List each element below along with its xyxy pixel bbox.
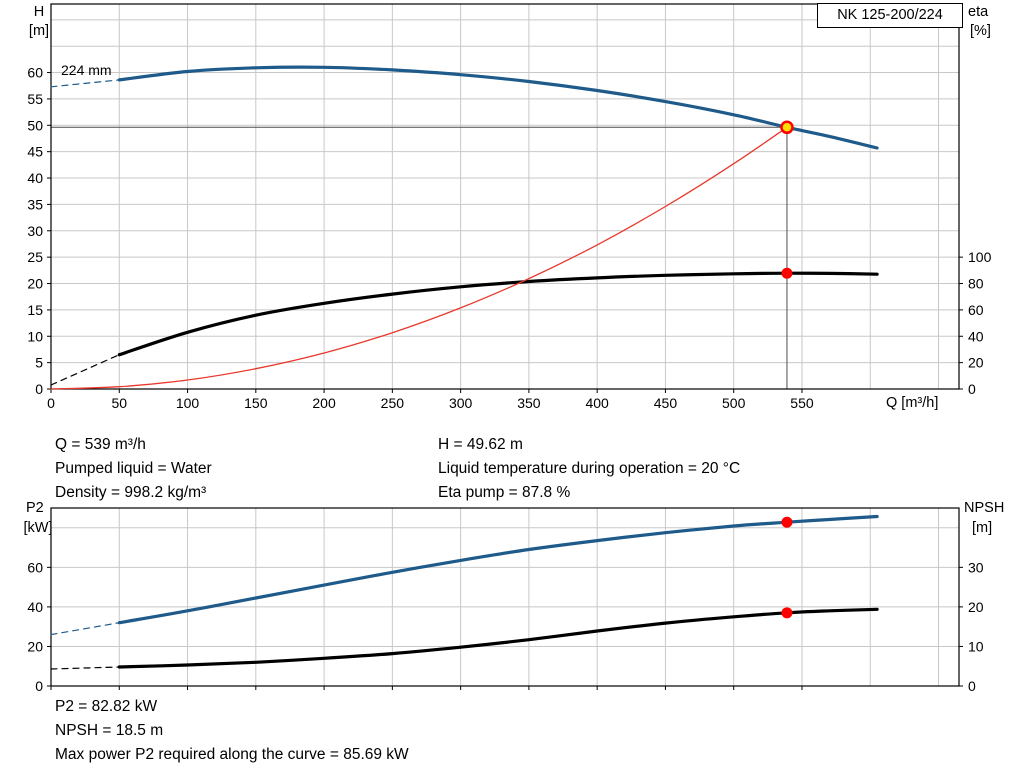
x-tick-label: 500 <box>722 395 746 411</box>
head-capacity-chart: 0 5 10 15 20 25 30 35 40 45 50 55 60 0 20 40 60 80 100 0 50 1… <box>27 3 992 411</box>
p2-axis-unit: [kW] <box>23 520 53 536</box>
power-npsh-chart: 0 20 40 60 0 10 20 30 <box>27 507 984 694</box>
npsh-curve-dashed-extension <box>50 666 120 670</box>
y-left-tick-label: 45 <box>27 144 43 160</box>
y-right-tick-label: 0 <box>968 381 976 397</box>
duty-point-marker <box>780 120 794 135</box>
p2-curve-dashed-extension <box>50 622 120 636</box>
y-right-tick-label: 30 <box>968 559 984 575</box>
npsh-axis-label: NPSH <box>964 500 1005 516</box>
p2-point-marker <box>781 516 793 528</box>
x-tick-label: 300 <box>449 395 473 411</box>
y-right-tick-label: 60 <box>968 302 984 318</box>
x-tick-label: 400 <box>585 395 609 411</box>
y-left-tick-label: 35 <box>27 196 43 212</box>
plot-border <box>50 3 960 390</box>
p2-axis-label: P2 <box>26 500 44 516</box>
y-right-tick-label: 10 <box>968 638 984 654</box>
y-left-tick-label: 10 <box>27 328 43 344</box>
info-npsh: NPSH = 18.5 m <box>55 722 164 739</box>
y-left-tick-label: 60 <box>27 65 43 81</box>
impeller-diameter-label: 224 mm <box>61 62 112 78</box>
x-tick-label: 250 <box>381 395 405 411</box>
y-left-tick-label: 30 <box>27 223 43 239</box>
y-left-tick-label: 40 <box>27 599 43 615</box>
info-pumped-liquid: Pumped liquid = Water <box>55 460 212 477</box>
head-curve-224mm <box>117 65 879 150</box>
h-axis-unit: [m] <box>28 23 50 39</box>
y-left-tick-label: 40 <box>27 170 43 186</box>
info-density: Density = 998.2 kg/m³ <box>55 484 207 501</box>
y-left-tick-label: 0 <box>35 381 43 397</box>
npsh-point-marker <box>781 607 793 619</box>
y-right-tick-label: 80 <box>968 276 984 292</box>
info-max-power: Max power P2 required along the curve = … <box>55 746 409 763</box>
y-left-tick-label: 55 <box>27 91 43 107</box>
info-eta-pump: Eta pump = 87.8 % <box>438 484 571 501</box>
y-left-tick-label: 5 <box>35 355 43 371</box>
npsh-axis-unit: [m] <box>972 520 993 536</box>
pump-name-box: NK 125-200/224 <box>817 3 963 28</box>
info-q: Q = 539 m³/h <box>55 436 146 453</box>
y-left-tick-label: 20 <box>27 638 43 654</box>
y-left-tick-label: 25 <box>27 249 43 265</box>
y-left-tick-label: 60 <box>27 559 43 575</box>
info-h: H = 49.62 m <box>438 436 523 453</box>
q-axis-label: Q [m³/h] <box>886 395 939 411</box>
h-axis-label: H <box>33 4 45 20</box>
system-curve <box>50 126 788 390</box>
info-p2: P2 = 82.82 kW <box>55 698 158 715</box>
y-left-tick-label: 15 <box>27 302 43 318</box>
y-left-tick-label: 20 <box>27 276 43 292</box>
y-left-tick-label: 0 <box>35 678 43 694</box>
x-tick-label: 350 <box>517 395 541 411</box>
y-right-tick-label: 20 <box>968 355 984 371</box>
y-right-tick-label: 0 <box>968 678 976 694</box>
efficiency-curve-dashed-extension <box>50 354 120 386</box>
eta-point-marker <box>781 267 793 279</box>
y-right-tick-label: 100 <box>968 249 992 265</box>
head-curve-dashed-extension <box>50 79 120 88</box>
efficiency-curve <box>117 271 879 357</box>
eta-axis-label: eta <box>968 4 989 20</box>
npsh-curve <box>117 607 879 669</box>
plot-border <box>50 507 960 687</box>
y-right-tick-label: 40 <box>968 328 984 344</box>
info-liquid-temperature: Liquid temperature during operation = 20… <box>438 460 741 477</box>
x-tick-label: 450 <box>654 395 678 411</box>
x-tick-label: 50 <box>111 395 127 411</box>
y-left-tick-label: 50 <box>27 117 43 133</box>
y-right-tick-label: 20 <box>968 599 984 615</box>
x-tick-label: 150 <box>244 395 268 411</box>
x-tick-label: 0 <box>47 395 55 411</box>
x-tick-label: 100 <box>176 395 200 411</box>
x-tick-label: 200 <box>312 395 336 411</box>
eta-axis-unit: [%] <box>970 23 991 39</box>
x-tick-label: 550 <box>790 395 814 411</box>
